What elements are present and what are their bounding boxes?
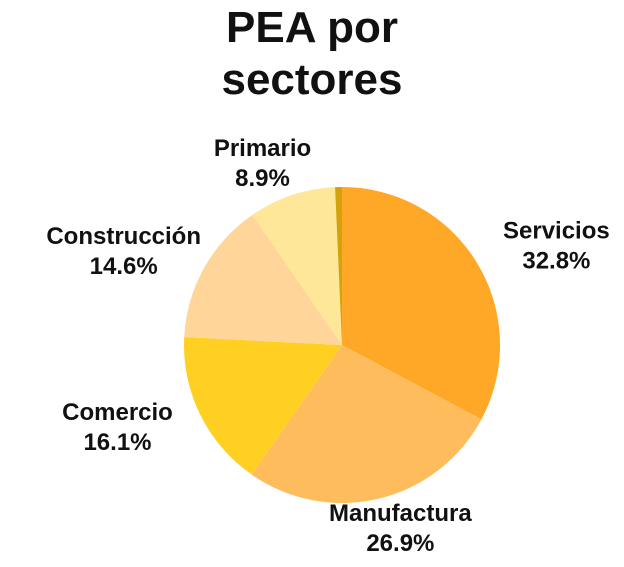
slice-label: Manufactura (329, 500, 472, 527)
pie-slice (184, 337, 342, 475)
pie-slice (251, 345, 482, 503)
slice-label: Comercio (62, 399, 173, 426)
slice-label: Servicios (503, 218, 610, 245)
pie-slice (335, 187, 342, 345)
slice-value-label: 8.9% (235, 165, 290, 192)
pie-slice (252, 187, 342, 345)
pie-slice (184, 214, 342, 345)
slice-label: Primario (214, 135, 311, 162)
slice-label: Construcción (46, 223, 201, 250)
slice-value-label: 26.9% (366, 530, 434, 557)
chart-title: PEA por sectores (221, 3, 403, 104)
pie-slice (342, 187, 501, 420)
slice-value-label: 32.8% (522, 248, 590, 275)
slice-value-label: 14.6% (90, 253, 158, 280)
slice-value-label: 16.1% (83, 429, 151, 456)
